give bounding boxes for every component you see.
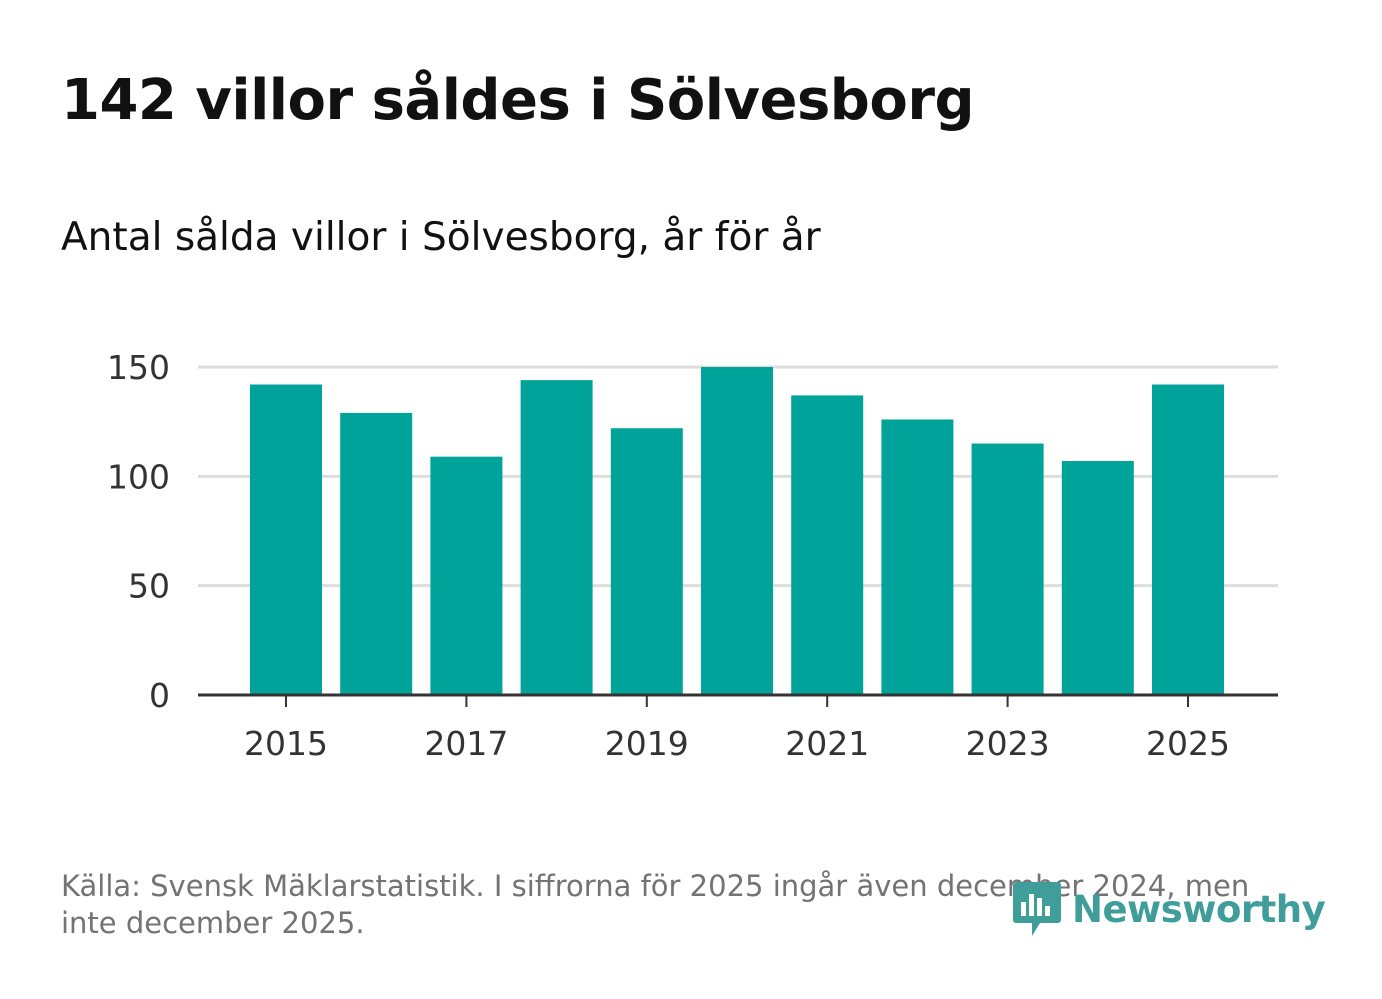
- bar-2023: [971, 443, 1044, 695]
- x-axis: [198, 693, 1278, 707]
- brand-name: Newsworthy: [1072, 887, 1326, 931]
- y-tick-label: 100: [107, 457, 170, 496]
- bar-2015: [250, 384, 322, 695]
- newsworthy-logo-icon: [1013, 882, 1061, 936]
- bar-2022: [881, 419, 954, 695]
- x-axis-labels: 2015 2017 2019 2021 2023 2025: [244, 724, 1230, 763]
- newsworthy-logo: Newsworthy: [1012, 880, 1326, 938]
- bar-2025: [1152, 384, 1224, 695]
- x-tick-label: 2015: [244, 724, 328, 763]
- x-tick-label: 2017: [424, 724, 508, 763]
- chart-title: 142 villor såldes i Sölvesborg: [61, 68, 975, 133]
- y-tick-label: 0: [149, 676, 170, 715]
- bar-2017: [430, 456, 503, 695]
- y-tick-label: 50: [128, 567, 170, 606]
- y-tick-label: 150: [107, 348, 170, 387]
- x-tick-label: 2021: [785, 724, 869, 763]
- bar-2016: [340, 412, 413, 695]
- bar-2021: [791, 395, 864, 695]
- bar-2019: [610, 428, 683, 695]
- x-tick-label: 2023: [966, 724, 1050, 763]
- y-axis-labels: 0 50 100 150: [107, 348, 170, 715]
- bar-2024: [1061, 461, 1134, 695]
- bars: [250, 367, 1224, 695]
- x-tick-label: 2025: [1146, 724, 1230, 763]
- bar-2018: [520, 380, 593, 695]
- chart-subtitle: Antal sålda villor i Sölvesborg, år för …: [61, 215, 821, 260]
- x-tick-label: 2019: [605, 724, 689, 763]
- bar-2020: [701, 367, 773, 695]
